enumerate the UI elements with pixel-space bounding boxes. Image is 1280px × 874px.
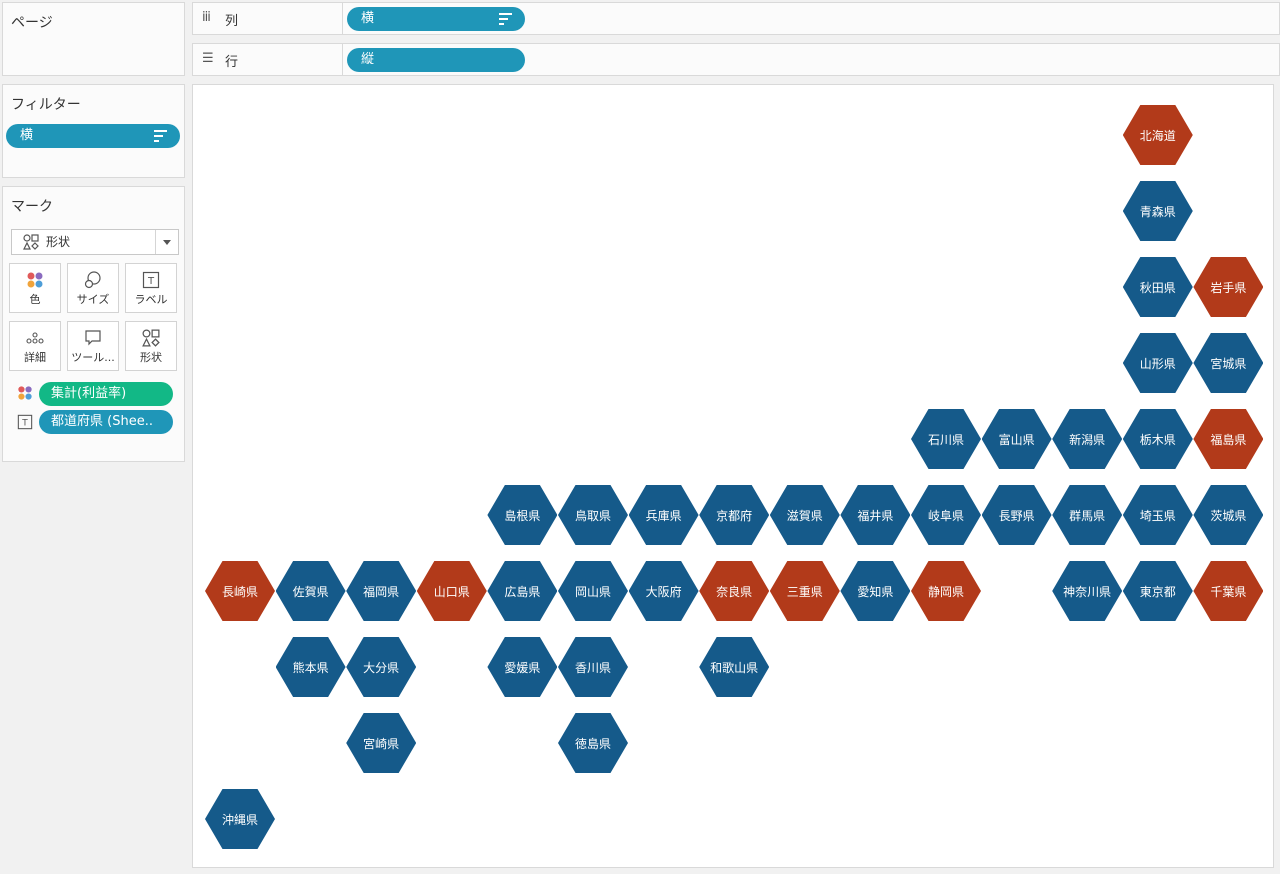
tooltip-button[interactable]: ツール...: [67, 321, 119, 371]
shape-button-label: 形状: [140, 351, 162, 364]
svg-text:T: T: [21, 419, 28, 429]
prefecture-tile[interactable]: 岡山県: [558, 561, 628, 621]
pages-card-title: ページ: [11, 15, 53, 31]
columns-pill[interactable]: 横: [347, 7, 525, 31]
columns-icon: iii: [202, 10, 211, 25]
prefecture-tile[interactable]: 宮城県: [1193, 333, 1264, 393]
prefecture-tile[interactable]: 徳島県: [558, 713, 628, 773]
prefecture-tile[interactable]: 奈良県: [699, 561, 770, 621]
prefecture-tile[interactable]: 青森県: [1122, 181, 1193, 241]
prefecture-tile[interactable]: 福島県: [1193, 409, 1264, 469]
color-icon: [27, 272, 43, 288]
filter-pill-label: 横: [20, 128, 34, 143]
tooltip-icon: [85, 330, 101, 346]
pages-card: ページ: [2, 2, 185, 76]
prefecture-tile[interactable]: 兵庫県: [628, 485, 699, 545]
prefecture-tile[interactable]: 沖縄県: [205, 789, 275, 849]
size-icon: [84, 271, 101, 289]
prefecture-tile[interactable]: 栃木県: [1122, 409, 1193, 469]
filter-pill[interactable]: 横: [6, 124, 180, 148]
mark-type-dropdown[interactable]: 形状: [11, 229, 179, 255]
prefecture-tile[interactable]: 三重県: [769, 561, 840, 621]
prefecture-tile[interactable]: 大分県: [346, 637, 417, 697]
prefecture-tile[interactable]: 滋賀県: [769, 485, 840, 545]
label-field-label: 都道府県 (Shee..: [51, 414, 153, 429]
prefecture-tile[interactable]: 和歌山県: [699, 637, 770, 697]
prefecture-tile[interactable]: 長崎県: [205, 561, 275, 621]
prefecture-tile[interactable]: 山形県: [1122, 333, 1193, 393]
prefecture-tile[interactable]: 茨城県: [1193, 485, 1264, 545]
rows-shelf[interactable]: ☰ 行 縦: [192, 43, 1280, 76]
prefecture-tile[interactable]: 福井県: [840, 485, 911, 545]
prefecture-tile[interactable]: 愛知県: [840, 561, 911, 621]
filters-card: フィルター 横: [2, 84, 185, 178]
prefecture-tile[interactable]: 愛媛県: [487, 637, 558, 697]
sort-icon: [499, 13, 513, 25]
prefecture-tile[interactable]: 香川県: [558, 637, 628, 697]
filters-card-title: フィルター: [11, 97, 81, 113]
label-icon: T: [17, 414, 33, 430]
prefecture-tile[interactable]: 富山県: [981, 409, 1052, 469]
prefecture-tile[interactable]: 神奈川県: [1052, 561, 1123, 621]
label-field-pill[interactable]: 都道府県 (Shee..: [39, 410, 173, 434]
shape-icon: [23, 234, 39, 250]
prefecture-tile[interactable]: 千葉県: [1193, 561, 1264, 621]
prefecture-tile[interactable]: 大阪府: [628, 561, 699, 621]
detail-button-label: 詳細: [24, 351, 46, 364]
shape-icon: [142, 329, 160, 347]
rows-shelf-label: 行: [225, 55, 239, 70]
size-button[interactable]: サイズ: [67, 263, 119, 313]
columns-shelf[interactable]: iii 列 横: [192, 2, 1280, 35]
columns-pill-label: 横: [361, 11, 375, 26]
prefecture-tile[interactable]: 埼玉県: [1122, 485, 1193, 545]
prefecture-tile[interactable]: 宮崎県: [346, 713, 417, 773]
color-icon: [18, 386, 32, 400]
detail-button[interactable]: 詳細: [9, 321, 61, 371]
prefecture-tile[interactable]: 広島県: [487, 561, 558, 621]
mark-type-label: 形状: [46, 235, 71, 249]
color-field-pill[interactable]: 集計(利益率): [39, 382, 173, 406]
prefecture-tile[interactable]: 山口県: [416, 561, 487, 621]
prefecture-tile[interactable]: 静岡県: [911, 561, 981, 621]
columns-shelf-label: 列: [225, 14, 239, 29]
color-field-label: 集計(利益率): [51, 386, 127, 401]
label-button-label: ラベル: [134, 293, 168, 306]
prefecture-tile[interactable]: 石川県: [911, 409, 981, 469]
shelf-divider: [342, 3, 343, 34]
prefecture-tile[interactable]: 秋田県: [1122, 257, 1193, 317]
prefecture-tile[interactable]: 京都府: [699, 485, 770, 545]
prefecture-tile[interactable]: 北海道: [1122, 105, 1193, 165]
rows-pill-label: 縦: [361, 52, 375, 67]
label-button[interactable]: T ラベル: [125, 263, 177, 313]
svg-text:T: T: [147, 276, 155, 287]
prefecture-tile[interactable]: 新潟県: [1052, 409, 1123, 469]
prefecture-tile[interactable]: 福岡県: [346, 561, 417, 621]
prefecture-tile[interactable]: 長野県: [981, 485, 1052, 545]
chevron-down-icon[interactable]: [155, 230, 178, 254]
marks-card-title: マーク: [11, 199, 53, 215]
prefecture-tile[interactable]: 鳥取県: [558, 485, 628, 545]
color-button-label: 色: [29, 293, 41, 306]
detail-icon: [26, 332, 44, 344]
prefecture-tile[interactable]: 東京都: [1122, 561, 1193, 621]
prefecture-tile[interactable]: 島根県: [487, 485, 558, 545]
prefecture-tile[interactable]: 群馬県: [1052, 485, 1123, 545]
marks-card: マーク 形状 色 サイズ T ラベル: [2, 186, 185, 462]
size-button-label: サイズ: [76, 293, 110, 306]
rows-icon: ☰: [202, 51, 214, 66]
tooltip-button-label: ツール...: [71, 351, 115, 364]
prefecture-tile[interactable]: 熊本県: [275, 637, 346, 697]
shape-button[interactable]: 形状: [125, 321, 177, 371]
prefecture-tile[interactable]: 岐阜県: [911, 485, 981, 545]
prefecture-tile[interactable]: 佐賀県: [275, 561, 346, 621]
label-icon: T: [142, 271, 160, 289]
prefecture-tile[interactable]: 岩手県: [1193, 257, 1264, 317]
shelf-divider: [342, 44, 343, 75]
rows-pill[interactable]: 縦: [347, 48, 525, 72]
color-button[interactable]: 色: [9, 263, 61, 313]
sort-icon: [154, 130, 168, 142]
tile-map-canvas[interactable]: 北海道青森県秋田県 岩手県 山形県 宮城県石川県 富山県 新潟県 栃木県 福島県島根県 鳥取県兵…: [192, 84, 1274, 868]
